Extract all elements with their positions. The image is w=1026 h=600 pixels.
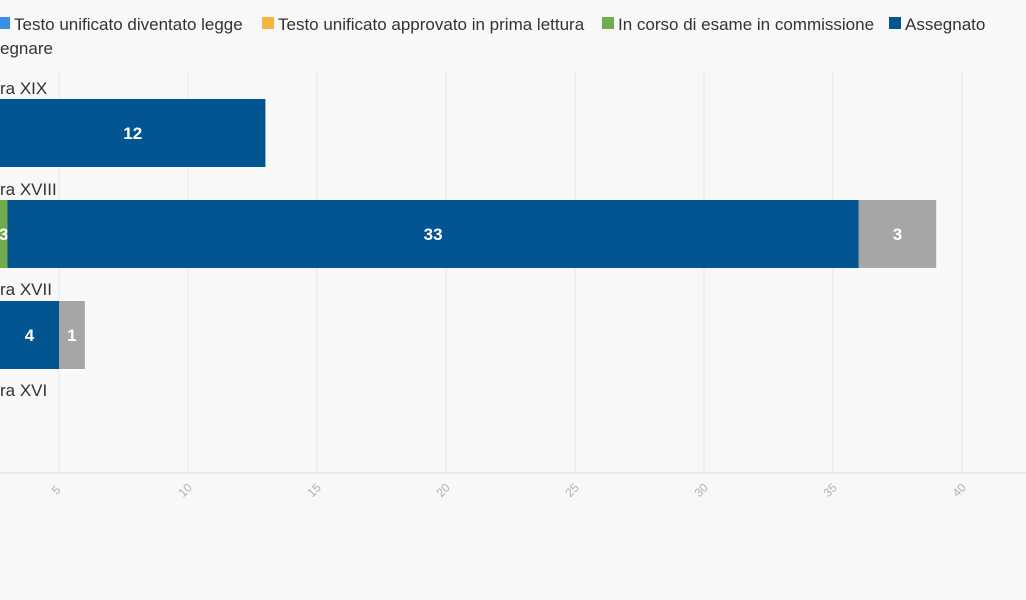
legend-swatch-0 <box>0 17 10 29</box>
data-label-1-series-4: 3 <box>893 225 902 244</box>
legend-label-1: Testo unificato approvato in prima lettu… <box>278 15 585 34</box>
legend-label-3: Assegnato <box>905 15 985 34</box>
bar-2-series-3 <box>0 301 59 369</box>
legend-swatch-1 <box>262 17 274 29</box>
legend-swatch-2 <box>602 17 614 29</box>
bar-1-series-3 <box>7 200 859 268</box>
x-tick-label-10: 10 <box>175 480 195 500</box>
bar-1-series-4 <box>858 200 937 268</box>
data-label-2-series-3: 4 <box>25 326 35 345</box>
data-label-2-series-4: 1 <box>67 326 76 345</box>
legend-label-2: In corso di esame in commissione <box>618 15 874 34</box>
category-label-3: ra XVI <box>0 381 47 400</box>
category-label-1: ra XVIII <box>0 180 57 199</box>
data-label-1-series-2: 3 <box>0 225 8 244</box>
x-tick-label-25: 25 <box>562 480 582 500</box>
x-tick-label-40: 40 <box>949 480 969 500</box>
legend-label-4-fragment: egnare <box>0 39 53 58</box>
x-tick-label-30: 30 <box>691 480 711 500</box>
x-tick-label-35: 35 <box>820 480 840 500</box>
bar-2-series-4 <box>59 301 85 369</box>
x-tick-label-5: 5 <box>49 483 64 498</box>
legend-swatch-3 <box>889 17 901 29</box>
data-label-1-series-3: 33 <box>424 225 443 244</box>
data-label-0-series-3: 12 <box>123 124 142 143</box>
bar-0-series-3 <box>0 99 266 167</box>
bar-1-series-2 <box>0 200 8 268</box>
category-label-2: ra XVII <box>0 280 52 299</box>
legend-label-0: Testo unificato diventato legge <box>14 15 243 34</box>
category-label-0: ra XIX <box>0 79 47 98</box>
x-tick-label-15: 15 <box>304 480 324 500</box>
x-tick-label-20: 20 <box>433 480 453 500</box>
